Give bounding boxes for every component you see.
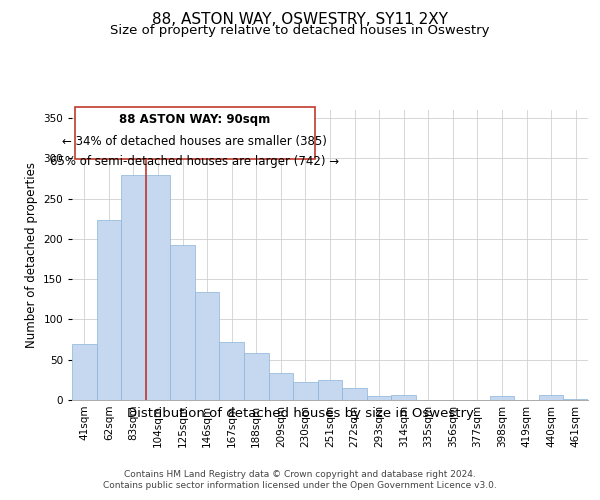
Text: Size of property relative to detached houses in Oswestry: Size of property relative to detached ho… [110,24,490,37]
Bar [97,220,121,400]
Bar [539,395,563,400]
Bar [318,380,342,400]
Text: Contains public sector information licensed under the Open Government Licence v3: Contains public sector information licen… [103,481,497,490]
Bar [293,382,318,400]
Text: Distribution of detached houses by size in Oswestry: Distribution of detached houses by size … [127,408,473,420]
Y-axis label: Number of detached properties: Number of detached properties [25,162,38,348]
Text: 88 ASTON WAY: 90sqm: 88 ASTON WAY: 90sqm [119,113,270,126]
FancyBboxPatch shape [74,107,314,160]
Text: ← 34% of detached houses are smaller (385): ← 34% of detached houses are smaller (38… [62,134,327,147]
Bar [220,342,244,400]
Bar [563,399,588,400]
Bar [121,176,146,400]
Bar [490,396,514,400]
Bar [195,292,220,400]
Bar [269,372,293,400]
Bar [146,176,170,400]
Bar [72,344,97,400]
Bar [170,244,195,400]
Bar [244,354,269,400]
Bar [367,396,391,400]
Text: Contains HM Land Registry data © Crown copyright and database right 2024.: Contains HM Land Registry data © Crown c… [124,470,476,479]
Bar [391,395,416,400]
Text: 65% of semi-detached houses are larger (742) →: 65% of semi-detached houses are larger (… [50,155,339,168]
Text: 88, ASTON WAY, OSWESTRY, SY11 2XY: 88, ASTON WAY, OSWESTRY, SY11 2XY [152,12,448,28]
Bar [342,388,367,400]
